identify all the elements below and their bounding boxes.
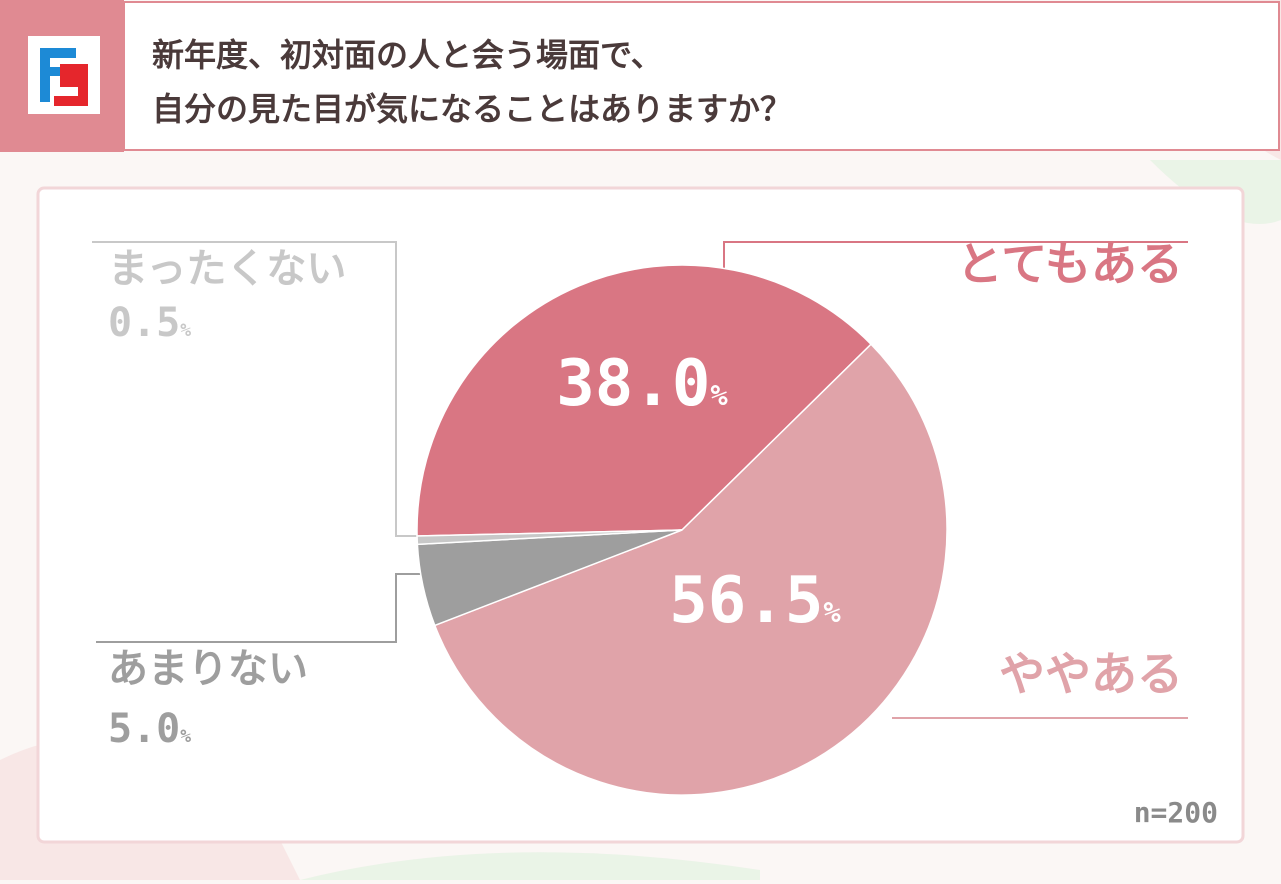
bg-blob — [300, 852, 760, 880]
title: 自分の見た目が気になることはありますか？ — [152, 90, 792, 128]
category-label: とてもある — [957, 237, 1183, 291]
value-label: 38.0% — [556, 347, 728, 421]
value-unit: % — [710, 378, 728, 412]
pie-slice — [433, 343, 948, 796]
value-number: 0.5 — [108, 300, 180, 346]
title-box — [123, 1, 1280, 151]
sample-note: n=200 — [1134, 796, 1218, 829]
value-unit: % — [823, 595, 841, 629]
value-number: 56.5 — [669, 564, 823, 638]
title: 新年度、初対面の人と会う場面で、 — [152, 36, 663, 74]
pie-slice — [416, 264, 873, 537]
category-label: ややある — [999, 647, 1183, 701]
value-number: 5.0 — [108, 706, 180, 752]
value-label: 5.0% — [108, 706, 191, 752]
category-label: まったくない — [108, 246, 346, 292]
value-label: 0.5% — [108, 300, 191, 346]
pie-slice — [416, 529, 683, 546]
logo — [28, 36, 100, 114]
value-number: 38.0 — [556, 347, 710, 421]
pie — [416, 264, 948, 796]
value-unit: % — [180, 726, 191, 747]
category-label: あまりない — [108, 646, 308, 692]
value-unit: % — [180, 320, 191, 341]
value-label: 56.5% — [669, 564, 841, 638]
